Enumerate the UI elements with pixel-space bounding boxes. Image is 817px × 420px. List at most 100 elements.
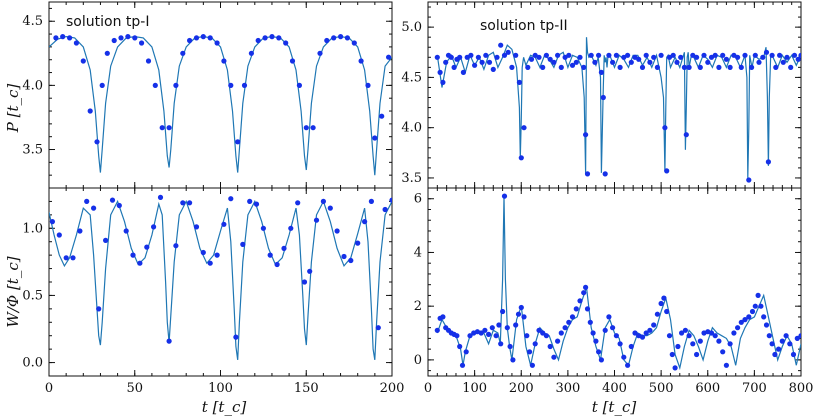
data-point (686, 64, 692, 70)
data-point (694, 351, 700, 358)
data-point (525, 64, 531, 70)
data-point (661, 295, 667, 301)
data-point (625, 52, 631, 58)
data-point (255, 37, 261, 44)
data-point (334, 228, 340, 234)
data-point (658, 300, 664, 307)
data-point (647, 59, 653, 65)
y-tick-label: 2 (414, 299, 422, 314)
data-point (647, 327, 653, 333)
data-point (341, 253, 347, 260)
data-point (761, 314, 767, 320)
data-point (712, 52, 718, 58)
data-point (569, 62, 576, 68)
data-point (317, 50, 323, 56)
data-point (776, 346, 782, 352)
data-point (301, 279, 308, 285)
data-point (200, 249, 206, 256)
data-point (617, 64, 623, 70)
data-point (690, 341, 696, 347)
data-point (139, 40, 145, 46)
data-point (454, 333, 460, 339)
x-tick-label: 50 (126, 381, 143, 396)
data-point (654, 311, 661, 317)
panel-p-tp-i: 3.5 4.0 4.5 (22, 1, 393, 189)
data-point (152, 82, 158, 88)
data-point (478, 330, 484, 336)
data-point (70, 255, 76, 261)
data-point (151, 224, 157, 230)
y-tick-label: 0 (414, 353, 422, 368)
data-point (584, 306, 591, 312)
data-point (467, 333, 473, 339)
data-point (355, 240, 361, 246)
series-curve (49, 35, 392, 176)
data-point (598, 69, 605, 75)
data-point (87, 108, 93, 114)
data-point (766, 333, 772, 339)
data-point (596, 349, 602, 355)
data-point (521, 125, 527, 131)
data-point (73, 40, 79, 46)
x-tick-label: 100 (208, 381, 233, 396)
data-point (327, 205, 333, 211)
data-point (583, 132, 589, 138)
data-point (573, 59, 579, 65)
data-point (602, 327, 608, 333)
data-point (498, 42, 504, 48)
panel-p-tp-ii: 3.5 4.0 4.5 5.0 (401, 1, 802, 189)
data-point (562, 325, 568, 331)
data-point (362, 219, 368, 225)
data-point (581, 290, 587, 296)
data-point (678, 54, 684, 60)
data-point (749, 64, 755, 70)
data-point (723, 56, 730, 62)
data-point (651, 322, 657, 328)
data-point (581, 64, 587, 70)
data-point (221, 221, 227, 227)
data-point (482, 327, 488, 333)
data-point (555, 338, 561, 344)
data-point (457, 343, 463, 350)
data-point (375, 325, 381, 331)
data-point (99, 82, 105, 88)
data-point (269, 34, 275, 40)
data-point (324, 37, 330, 44)
data-point (338, 34, 344, 40)
data-point (643, 330, 649, 336)
data-point (157, 194, 164, 200)
data-point (116, 202, 122, 209)
data-point (738, 319, 744, 325)
data-point (274, 261, 280, 268)
data-point (716, 64, 722, 70)
data-point (628, 59, 634, 65)
data-point (513, 52, 519, 58)
data-point (787, 341, 793, 347)
data-point (331, 35, 337, 41)
data-point (664, 308, 670, 315)
data-point (516, 79, 523, 85)
data-point (697, 64, 703, 70)
data-point (573, 306, 579, 312)
data-point (590, 330, 596, 336)
data-point (310, 125, 316, 131)
data-point (694, 54, 700, 60)
x-tick-label: 700 (742, 381, 767, 396)
x-tick-label: 0 (45, 381, 53, 396)
data-point (621, 354, 627, 360)
data-point (382, 206, 388, 213)
data-point (509, 64, 515, 70)
data-point (132, 35, 138, 41)
data-point (664, 168, 670, 174)
data-point (788, 64, 794, 70)
data-point (463, 349, 469, 355)
data-point (588, 52, 594, 58)
data-point (683, 132, 689, 138)
data-point (96, 306, 102, 312)
data-point (489, 325, 495, 331)
data-point (577, 54, 583, 60)
data-point (372, 135, 378, 141)
data-point (540, 64, 546, 70)
data-point (524, 333, 530, 339)
data-point (440, 314, 446, 320)
